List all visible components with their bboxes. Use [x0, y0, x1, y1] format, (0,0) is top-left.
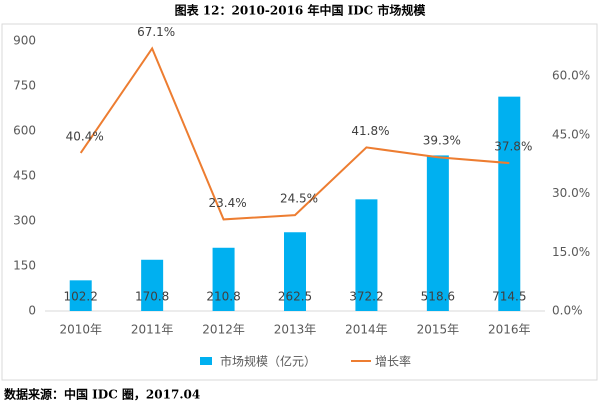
line-value-label: 37.8% [494, 140, 532, 154]
bar [426, 155, 449, 311]
y-tick-label: 300 [13, 214, 36, 228]
source-note: 数据来源：中国 IDC 圈，2017.04 [4, 387, 200, 402]
line-value-label: 67.1% [137, 25, 175, 39]
bar-value-label: 372.2 [349, 290, 383, 304]
line-value-label: 39.3% [423, 134, 461, 148]
chart-frame [1, 23, 598, 381]
bar-value-label: 262.5 [278, 290, 312, 304]
legend-label: 增长率 [375, 354, 411, 369]
y2-tick-label: 60.0% [552, 69, 590, 83]
line-value-label: 23.4% [209, 196, 247, 210]
bar [284, 232, 306, 311]
y-tick-label: 0 [28, 304, 36, 318]
x-tick-label: 2010年 [59, 323, 102, 337]
line-value-label: 40.4% [66, 129, 104, 143]
chart-title: 图表 12：2010-2016 年中国 IDC 市场规模 [175, 3, 427, 18]
y-tick-label: 450 [13, 169, 36, 183]
bar [212, 247, 235, 311]
bar-value-label: 102.2 [64, 290, 98, 304]
growth-line [79, 46, 510, 221]
bar-value-label: 714.5 [492, 290, 526, 304]
y2-tick-label: 15.0% [552, 245, 590, 259]
bar-value-label: 170.8 [135, 290, 169, 304]
x-tick-label: 2014年 [345, 323, 388, 337]
y2-tick-label: 0.0% [552, 304, 583, 318]
y-tick-label: 600 [13, 124, 36, 138]
legend-swatch [200, 357, 212, 365]
bar-value-label: 518.6 [421, 290, 455, 304]
x-tick-label: 2011年 [131, 323, 174, 337]
bar-value-label: 210.8 [206, 290, 240, 304]
x-tick-label: 2015年 [417, 323, 460, 337]
line-value-label: 41.8% [351, 124, 389, 138]
bar [141, 259, 164, 311]
y-tick-label: 900 [13, 34, 36, 48]
x-tick-label: 2012年 [202, 323, 245, 337]
y2-tick-label: 30.0% [552, 186, 590, 200]
y-tick-label: 150 [13, 259, 36, 273]
x-tick-label: 2016年 [488, 323, 531, 337]
y-tick-label: 750 [13, 79, 36, 93]
x-tick-label: 2013年 [274, 323, 317, 337]
bar [69, 280, 92, 311]
bar [355, 199, 378, 311]
legend-label: 市场规模（亿元） [220, 354, 316, 369]
bar [498, 96, 521, 312]
y2-tick-label: 45.0% [552, 127, 590, 141]
line-value-label: 24.5% [280, 192, 318, 206]
